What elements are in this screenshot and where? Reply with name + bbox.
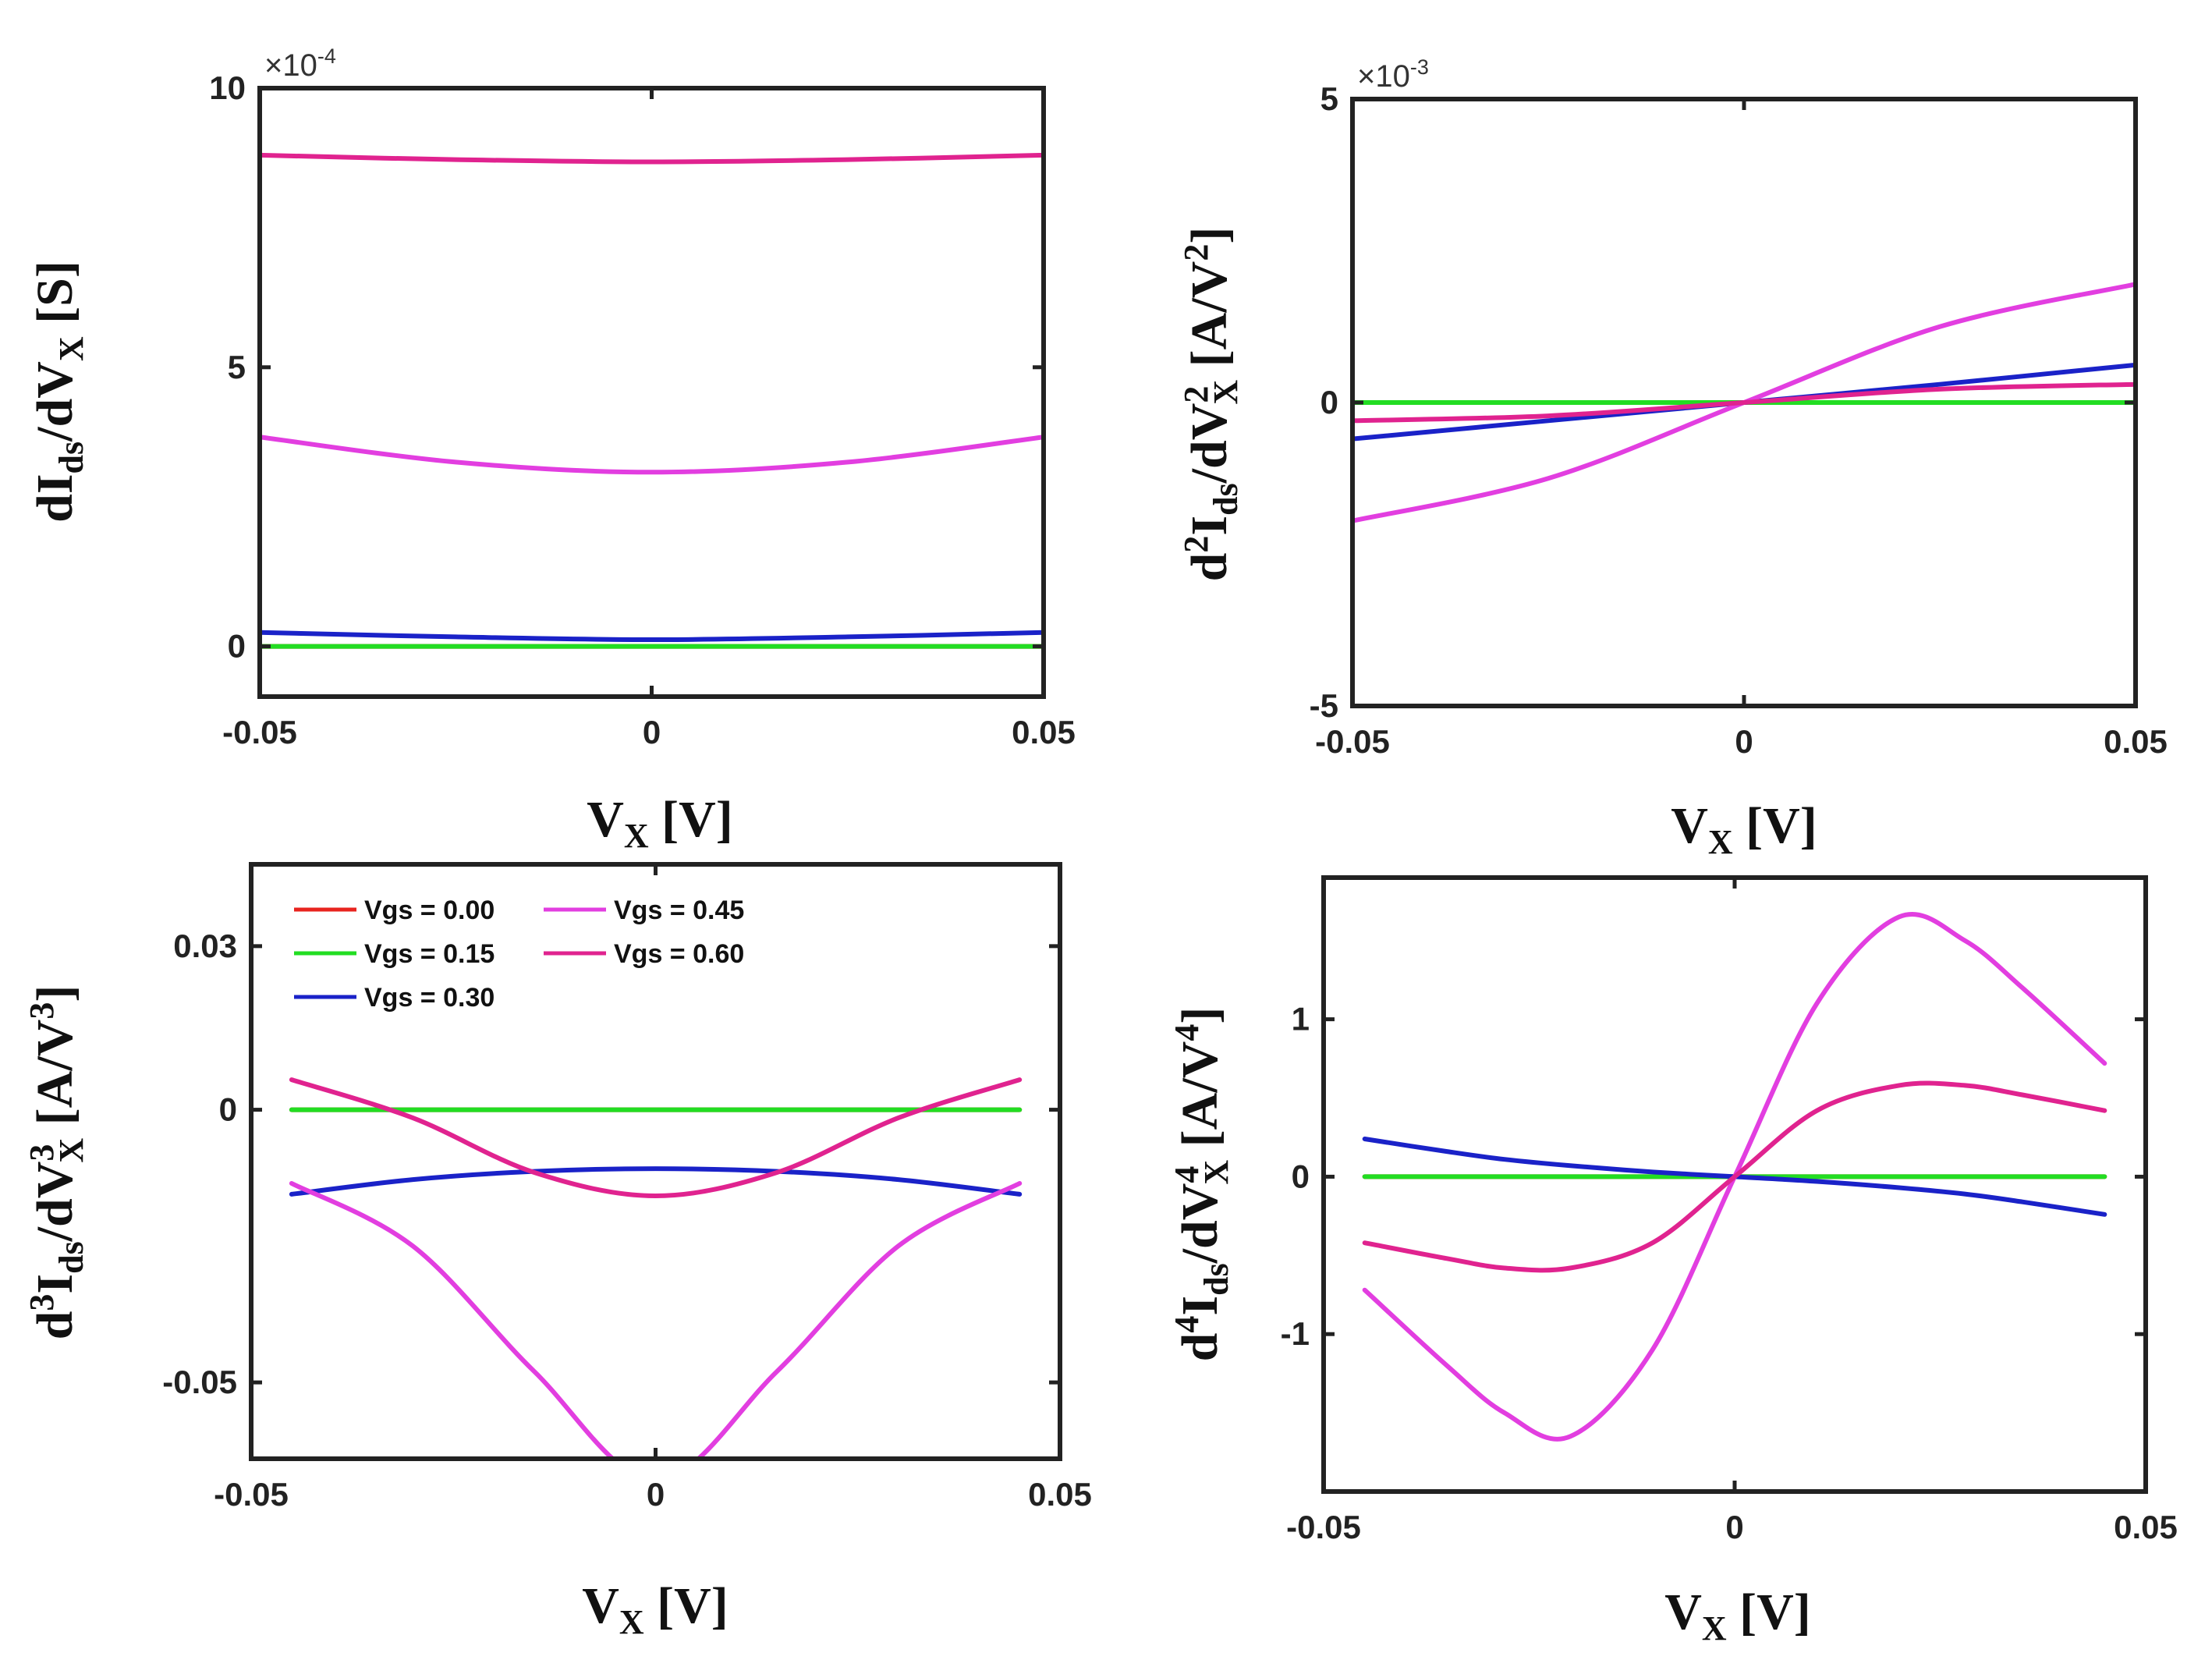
x-tick-label: -0.05 bbox=[1315, 723, 1390, 760]
x-tick-label: 0.05 bbox=[2114, 1509, 2178, 1545]
series-line-vgs-0-60 bbox=[1362, 1080, 2107, 1273]
x-tick-label: 0 bbox=[1735, 723, 1753, 760]
y-axis-label: d3Ids/dV3X [A/V3] bbox=[23, 985, 90, 1340]
panel-top-left: -0.05 0 0.05 0 5 10 ×10-4 VX [V] dIds/dVX [S] bbox=[27, 44, 1076, 855]
y-axis-label: d2Ids/dV2X [A/V2] bbox=[1177, 227, 1245, 582]
x-tick-label: 0.05 bbox=[2104, 723, 2168, 760]
y-tick-label: 0 bbox=[228, 628, 246, 665]
panel-bottom-left: -0.05 0 0.05 -0.05 0 0.03 Vgs = 0.00 Vgs = 0.1… bbox=[23, 862, 1092, 1641]
y-tick-label: -0.05 bbox=[162, 1364, 237, 1400]
y-tick-label: 5 bbox=[1320, 80, 1338, 117]
legend: Vgs = 0.00 Vgs = 0.15 Vgs = 0.30 Vgs = 0.45… bbox=[294, 896, 744, 1013]
legend-label: Vgs = 0.45 bbox=[614, 896, 744, 925]
x-tick-label: 0 bbox=[1725, 1509, 1743, 1545]
y-tick-label: 0 bbox=[1320, 384, 1338, 420]
x-axis-label: VX [V] bbox=[1664, 1584, 1811, 1648]
y-multiplier: ×10-4 bbox=[264, 44, 336, 83]
series-line-vgs-0-45 bbox=[260, 435, 1044, 475]
x-tick-label: 0.05 bbox=[1012, 714, 1076, 750]
y-tick-label: 5 bbox=[228, 349, 246, 385]
y-tick-label: 0.03 bbox=[173, 928, 237, 964]
y-tick-label: -1 bbox=[1281, 1315, 1310, 1352]
x-tick-label: -0.05 bbox=[222, 714, 297, 750]
panel-top-right: -0.05 0 0.05 -5 0 5 ×10-3 VX [V] d2Ids/dV2X [… bbox=[1177, 55, 2168, 861]
series-line-vgs-0-60 bbox=[260, 152, 1044, 165]
series-line-vgs-0-60 bbox=[289, 1077, 1023, 1198]
series-line-vgs-0-60 bbox=[1352, 381, 2136, 424]
series-line-vgs-0-30 bbox=[289, 1166, 1023, 1197]
x-axis-label: VX [V] bbox=[587, 791, 733, 855]
x-tick-label: -0.05 bbox=[214, 1476, 289, 1513]
x-tick-label: 0.05 bbox=[1028, 1476, 1092, 1513]
y-tick-label: 0 bbox=[219, 1091, 237, 1128]
y-axis-label: dIds/dVX [S] bbox=[27, 261, 90, 523]
series-line-vgs-0-30 bbox=[260, 630, 1044, 642]
series-line-vgs-0-45 bbox=[289, 1181, 1023, 1459]
x-axis-label: VX [V] bbox=[582, 1577, 728, 1641]
legend-label: Vgs = 0.60 bbox=[614, 939, 744, 969]
y-tick-label: 1 bbox=[1292, 1001, 1310, 1038]
legend-label: Vgs = 0.30 bbox=[364, 983, 495, 1013]
y-axis-label: d4Ids/dV4X [A/V4] bbox=[1168, 1007, 1235, 1362]
x-tick-label: -0.05 bbox=[1286, 1509, 1361, 1545]
y-tick-label: -5 bbox=[1310, 687, 1338, 724]
y-multiplier: ×10-3 bbox=[1357, 55, 1429, 94]
legend-label: Vgs = 0.15 bbox=[364, 939, 495, 969]
y-tick-label: 0 bbox=[1292, 1158, 1310, 1194]
legend-label: Vgs = 0.00 bbox=[364, 896, 495, 925]
x-tick-label: 0 bbox=[647, 1476, 665, 1513]
panel-bottom-right: -0.05 0 0.05 -1 0 1 VX [V] d4Ids/dV4X [A/V4] bbox=[1168, 875, 2178, 1648]
x-tick-label: 0 bbox=[643, 714, 661, 750]
y-tick-label: 10 bbox=[209, 69, 246, 106]
x-axis-label: VX [V] bbox=[1671, 797, 1817, 861]
